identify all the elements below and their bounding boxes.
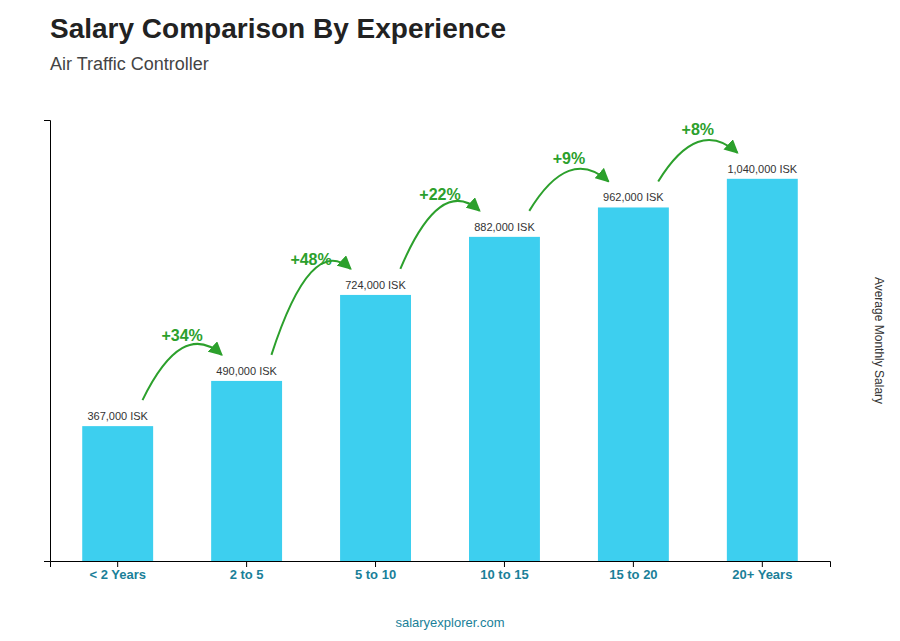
x-tick-label: 2 to 5 [230, 567, 264, 582]
x-tick-mark [117, 561, 118, 567]
change-label: +9% [553, 150, 585, 167]
x-tick-mark [504, 561, 505, 567]
x-axis: < 2 Years 2 to 5 5 to 10 10 to 15 15 to 20 20… [51, 561, 831, 582]
data-label: 962,000 ISK [603, 191, 664, 203]
y-axis-line [44, 121, 51, 562]
change-arrow [529, 169, 608, 211]
footer: salaryexplorer.com [395, 615, 504, 630]
plot-area: < 2 Years 2 to 5 5 to 10 10 to 15 15 to 20 20… [44, 121, 831, 583]
data-label: 367,000 ISK [87, 410, 148, 422]
data-label: 490,000 ISK [216, 365, 277, 377]
bar [211, 381, 282, 561]
x-tick: 2 to 5 [230, 561, 264, 582]
data-label: 882,000 ISK [474, 221, 535, 233]
data-labels: 367,000 ISK 490,000 ISK 724,000 ISK 882,000… [87, 163, 797, 422]
x-tick: 10 to 15 [480, 561, 528, 582]
x-tick-label: 5 to 10 [355, 567, 396, 582]
x-tick-label: 15 to 20 [609, 567, 657, 582]
chart-svg: Salary Comparison By Experience Air Traff… [0, 0, 900, 641]
x-tick: 5 to 10 [355, 561, 396, 582]
x-tick-label: 20+ Years [732, 567, 792, 582]
x-tick-mark [246, 561, 247, 567]
y-axis [44, 121, 51, 562]
bar [727, 179, 798, 561]
change-arrow [400, 201, 479, 269]
subtitle: Air Traffic Controller [50, 54, 209, 74]
change-arrow [271, 261, 350, 355]
y-axis-title: Average Monthly Salary [872, 277, 886, 404]
x-tick-mark [375, 561, 376, 567]
change-label: +8% [682, 121, 714, 138]
x-tick: < 2 Years [89, 561, 146, 582]
x-tick: 20+ Years [732, 561, 792, 582]
bars [82, 179, 798, 561]
x-tick-label: 10 to 15 [480, 567, 528, 582]
x-axis-line [51, 562, 831, 568]
data-label: 724,000 ISK [345, 279, 406, 291]
change-label: +34% [161, 327, 202, 344]
bar [469, 237, 540, 561]
data-label: 1,040,000 ISK [727, 163, 797, 175]
x-tick: 15 to 20 [609, 561, 657, 582]
change-annotations: +34% +48% +22% +9% +8% [143, 121, 738, 400]
bar [340, 295, 411, 561]
x-tick-mark [633, 561, 634, 567]
change-label: +22% [419, 186, 460, 203]
title: Salary Comparison By Experience [50, 13, 506, 44]
change-label: +48% [290, 251, 331, 268]
x-tick-label: < 2 Years [89, 567, 146, 582]
x-tick-mark [762, 561, 763, 567]
bar [82, 426, 153, 561]
change-arrow [143, 344, 222, 400]
bar [598, 207, 669, 561]
change-arrow [658, 140, 737, 182]
